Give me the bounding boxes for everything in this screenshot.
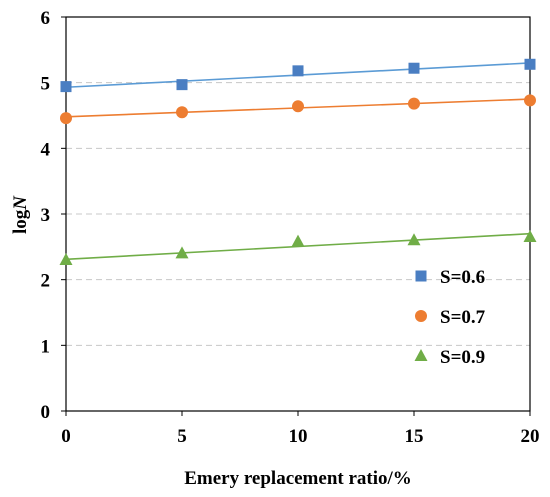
y-tick-label-2: 2 (41, 271, 51, 292)
data-point-S=0.6-15 (408, 62, 420, 74)
data-point-S=0.6-20 (524, 58, 536, 70)
gridlines (66, 82, 530, 346)
legend-label-S=0.9: S=0.9 (440, 347, 485, 368)
y-tick-label-3: 3 (41, 205, 51, 226)
y-tick-label-1: 1 (41, 336, 51, 357)
legend-label-S=0.6: S=0.6 (440, 267, 485, 288)
data-point-S=0.7-0 (60, 112, 72, 125)
x-tick-label-5: 5 (177, 426, 187, 447)
data-point-S=0.6-0 (60, 81, 72, 93)
x-axis-ticks: 0 5 10 15 20 (61, 411, 540, 447)
y-tick-label-0: 0 (41, 402, 51, 423)
y-axis-label: logN (10, 195, 31, 234)
data-point-S=0.9-10 (291, 234, 305, 247)
data-point-S=0.7-5 (176, 106, 188, 119)
x-tick-label-15: 15 (405, 426, 424, 447)
x-tick-label-20: 20 (521, 426, 540, 447)
data-points (59, 58, 537, 265)
legend: S=0.6 S=0.7 S=0.9 (414, 267, 486, 368)
y-axis-label-main: log (10, 209, 31, 234)
x-axis-label: Emery replacement ratio/% (184, 468, 412, 489)
data-point-S=0.7-15 (408, 97, 420, 110)
data-point-S=0.9-15 (407, 233, 421, 246)
legend-marker-S=0.7 (415, 310, 427, 322)
y-tick-label-6: 6 (41, 8, 51, 29)
data-point-S=0.7-20 (524, 94, 536, 107)
x-tick-label-0: 0 (61, 426, 71, 447)
data-point-S=0.9-5 (175, 246, 189, 259)
data-point-S=0.9-20 (523, 229, 537, 242)
legend-label-S=0.7: S=0.7 (440, 307, 486, 328)
data-point-S=0.7-10 (292, 100, 304, 113)
data-point-S=0.6-5 (176, 79, 188, 91)
data-point-S=0.6-10 (292, 65, 304, 77)
data-point-S=0.9-0 (59, 252, 73, 265)
x-tick-label-10: 10 (289, 426, 308, 447)
y-tick-label-4: 4 (41, 139, 51, 160)
y-axis-label-variable: N (10, 195, 31, 211)
y-tick-label-5: 5 (41, 74, 51, 95)
legend-marker-S=0.6 (415, 270, 427, 282)
trend-lines (65, 62, 531, 261)
y-axis-ticks: 0 1 2 3 4 5 6 (41, 8, 66, 423)
legend-marker-S=0.9 (414, 349, 428, 361)
